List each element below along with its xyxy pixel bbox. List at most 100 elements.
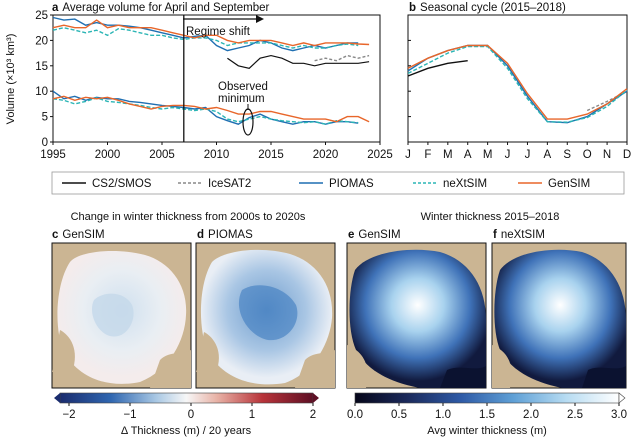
panel-f-title: f neXtSIM (493, 229, 545, 241)
month-tick-label: A (464, 149, 472, 161)
panel-f-ice (494, 249, 626, 388)
series-icesat2-april (314, 54, 370, 62)
colorbar-tick-label: −1 (123, 409, 136, 421)
x-tick-label: 1995 (40, 149, 66, 161)
y-tick-label: 10 (35, 86, 48, 98)
colorbar-tick-label: 2 (310, 409, 316, 421)
month-tick-label: J (405, 149, 411, 161)
panel-f-land-1 (492, 345, 512, 388)
panel-e-land-1 (347, 345, 368, 388)
month-tick-label: J (525, 149, 531, 161)
month-tick-label: D (623, 149, 631, 161)
panel-a-title: a Average volume for April and September (52, 2, 269, 14)
series-gensim-seasonal (407, 44, 628, 120)
colorbar-tick-label: 2.5 (567, 409, 583, 421)
series-gensim-september (52, 95, 370, 123)
x-tick-label: 2025 (367, 149, 393, 161)
panel-d-title: d PIOMAS (197, 229, 253, 241)
panel-a-x-axis: 1995 2000 2005 2010 2015 2020 2025 (40, 142, 393, 161)
panel-e-title: e GenSIM (348, 229, 401, 241)
regime-shift-label: Regime shift (186, 26, 251, 38)
x-tick-label: 2010 (204, 149, 230, 161)
panel-a-series (52, 16, 370, 125)
month-tick-label: M (443, 149, 453, 161)
x-tick-label: 2015 (258, 149, 284, 161)
panel-c-land-2 (150, 350, 191, 388)
legend: CS2/SMOS IceSAT2 PIOMAS neXtSIM GenSIM (51, 171, 625, 195)
colorbar-delta-bar (59, 392, 314, 404)
colorbar-delta-label: Δ Thickness (m) / 20 years (121, 425, 252, 437)
panel-c-title: c GenSIM (52, 229, 105, 241)
colorbar-tick-label: 1.5 (479, 409, 495, 421)
colorbar-tick-label: −2 (62, 409, 75, 421)
month-tick-label: A (544, 149, 552, 161)
legend-label-piomas: PIOMAS (329, 178, 374, 190)
colorbar-thickness-extend-high (618, 392, 626, 404)
y-tick-label: 15 (35, 61, 48, 73)
series-nextsim-april (52, 26, 359, 49)
month-tick-label: S (563, 149, 571, 161)
month-tick-label: J (505, 149, 511, 161)
section-title-change: Change in winter thickness from 2000s to… (71, 211, 306, 223)
y-tick-label: 20 (35, 35, 48, 47)
panel-b-frame (407, 14, 628, 143)
panel-e-open-ocean (440, 366, 486, 388)
colorbar-thickness-label: Avg winter thickness (m) (427, 425, 547, 437)
month-tick-label: M (483, 149, 493, 161)
series-gensim-april (52, 19, 370, 47)
panel-d-land-1 (196, 332, 219, 372)
panel-b-series (407, 44, 628, 124)
observed-minimum-label-2: minimum (218, 93, 265, 105)
panel-d-thinning-region (238, 285, 298, 341)
legend-frame (51, 171, 625, 195)
panel-a-y-axis: 0 5 10 15 20 25 (35, 10, 53, 149)
panel-a: a Average volume for April and September … (5, 2, 393, 161)
panel-d: d PIOMAS (195, 229, 336, 389)
section-title-winter: Winter thickness 2015–2018 (421, 211, 560, 223)
colorbar-tick-label: 0.5 (391, 409, 407, 421)
x-tick-label: 2020 (313, 149, 339, 161)
panel-c: c GenSIM (51, 229, 192, 389)
colorbar-tick-label: 2.0 (523, 409, 539, 421)
x-tick-label: 2005 (149, 149, 175, 161)
colorbar-tick-label: 1 (249, 409, 255, 421)
observed-minimum-label-1: Observed (218, 81, 268, 93)
month-tick-label: O (583, 149, 592, 161)
colorbar-tick-label: 0.0 (347, 409, 363, 421)
panel-c-thinning-region (91, 293, 134, 337)
legend-label-gensim: GenSIM (548, 178, 590, 190)
regime-shift-arrowhead (256, 15, 264, 23)
x-tick-label: 2000 (95, 149, 121, 161)
legend-label-cs2-smos: CS2/SMOS (92, 178, 152, 190)
series-nextsim-seasonal (407, 45, 628, 123)
month-tick-label: F (424, 149, 431, 161)
y-axis-label: Volume (×10³ km³) (5, 34, 17, 125)
panel-b-title: b Seasonal cycle (2015–2018) (409, 2, 566, 14)
panel-f-open-ocean (582, 366, 626, 388)
panel-e-ice (349, 249, 486, 388)
legend-label-nextsim: neXtSIM (443, 178, 487, 190)
series-nextsim-september (52, 97, 359, 125)
colorbar-delta-extend-low (54, 393, 60, 403)
colorbar-tick-label: 0 (188, 409, 194, 421)
panel-e: e GenSIM (346, 229, 487, 389)
observed-minimum-ellipse (242, 108, 254, 136)
series-cs2-smos-seasonal (407, 60, 468, 77)
colorbar-tick-label: 1.0 (435, 409, 451, 421)
y-tick-label: 25 (35, 10, 48, 22)
panel-c-land-1 (52, 330, 75, 372)
legend-label-icesat2: IceSAT2 (208, 178, 251, 190)
panel-d-land-2 (295, 350, 335, 388)
series-cs2-smos-april (227, 54, 370, 69)
y-tick-label: 0 (42, 137, 48, 149)
month-tick-label: N (603, 149, 611, 161)
colorbar-thickness: 0.0 0.5 1.0 1.5 2.0 2.5 3.0 Avg winter thickne… (347, 392, 627, 437)
y-tick-label: 5 (42, 112, 48, 124)
panel-f: f neXtSIM (491, 229, 627, 389)
colorbar-delta: −2 −1 0 1 2 Δ Thickness (m) / 20 years (54, 392, 319, 437)
colorbar-tick-label: 3.0 (611, 409, 627, 421)
